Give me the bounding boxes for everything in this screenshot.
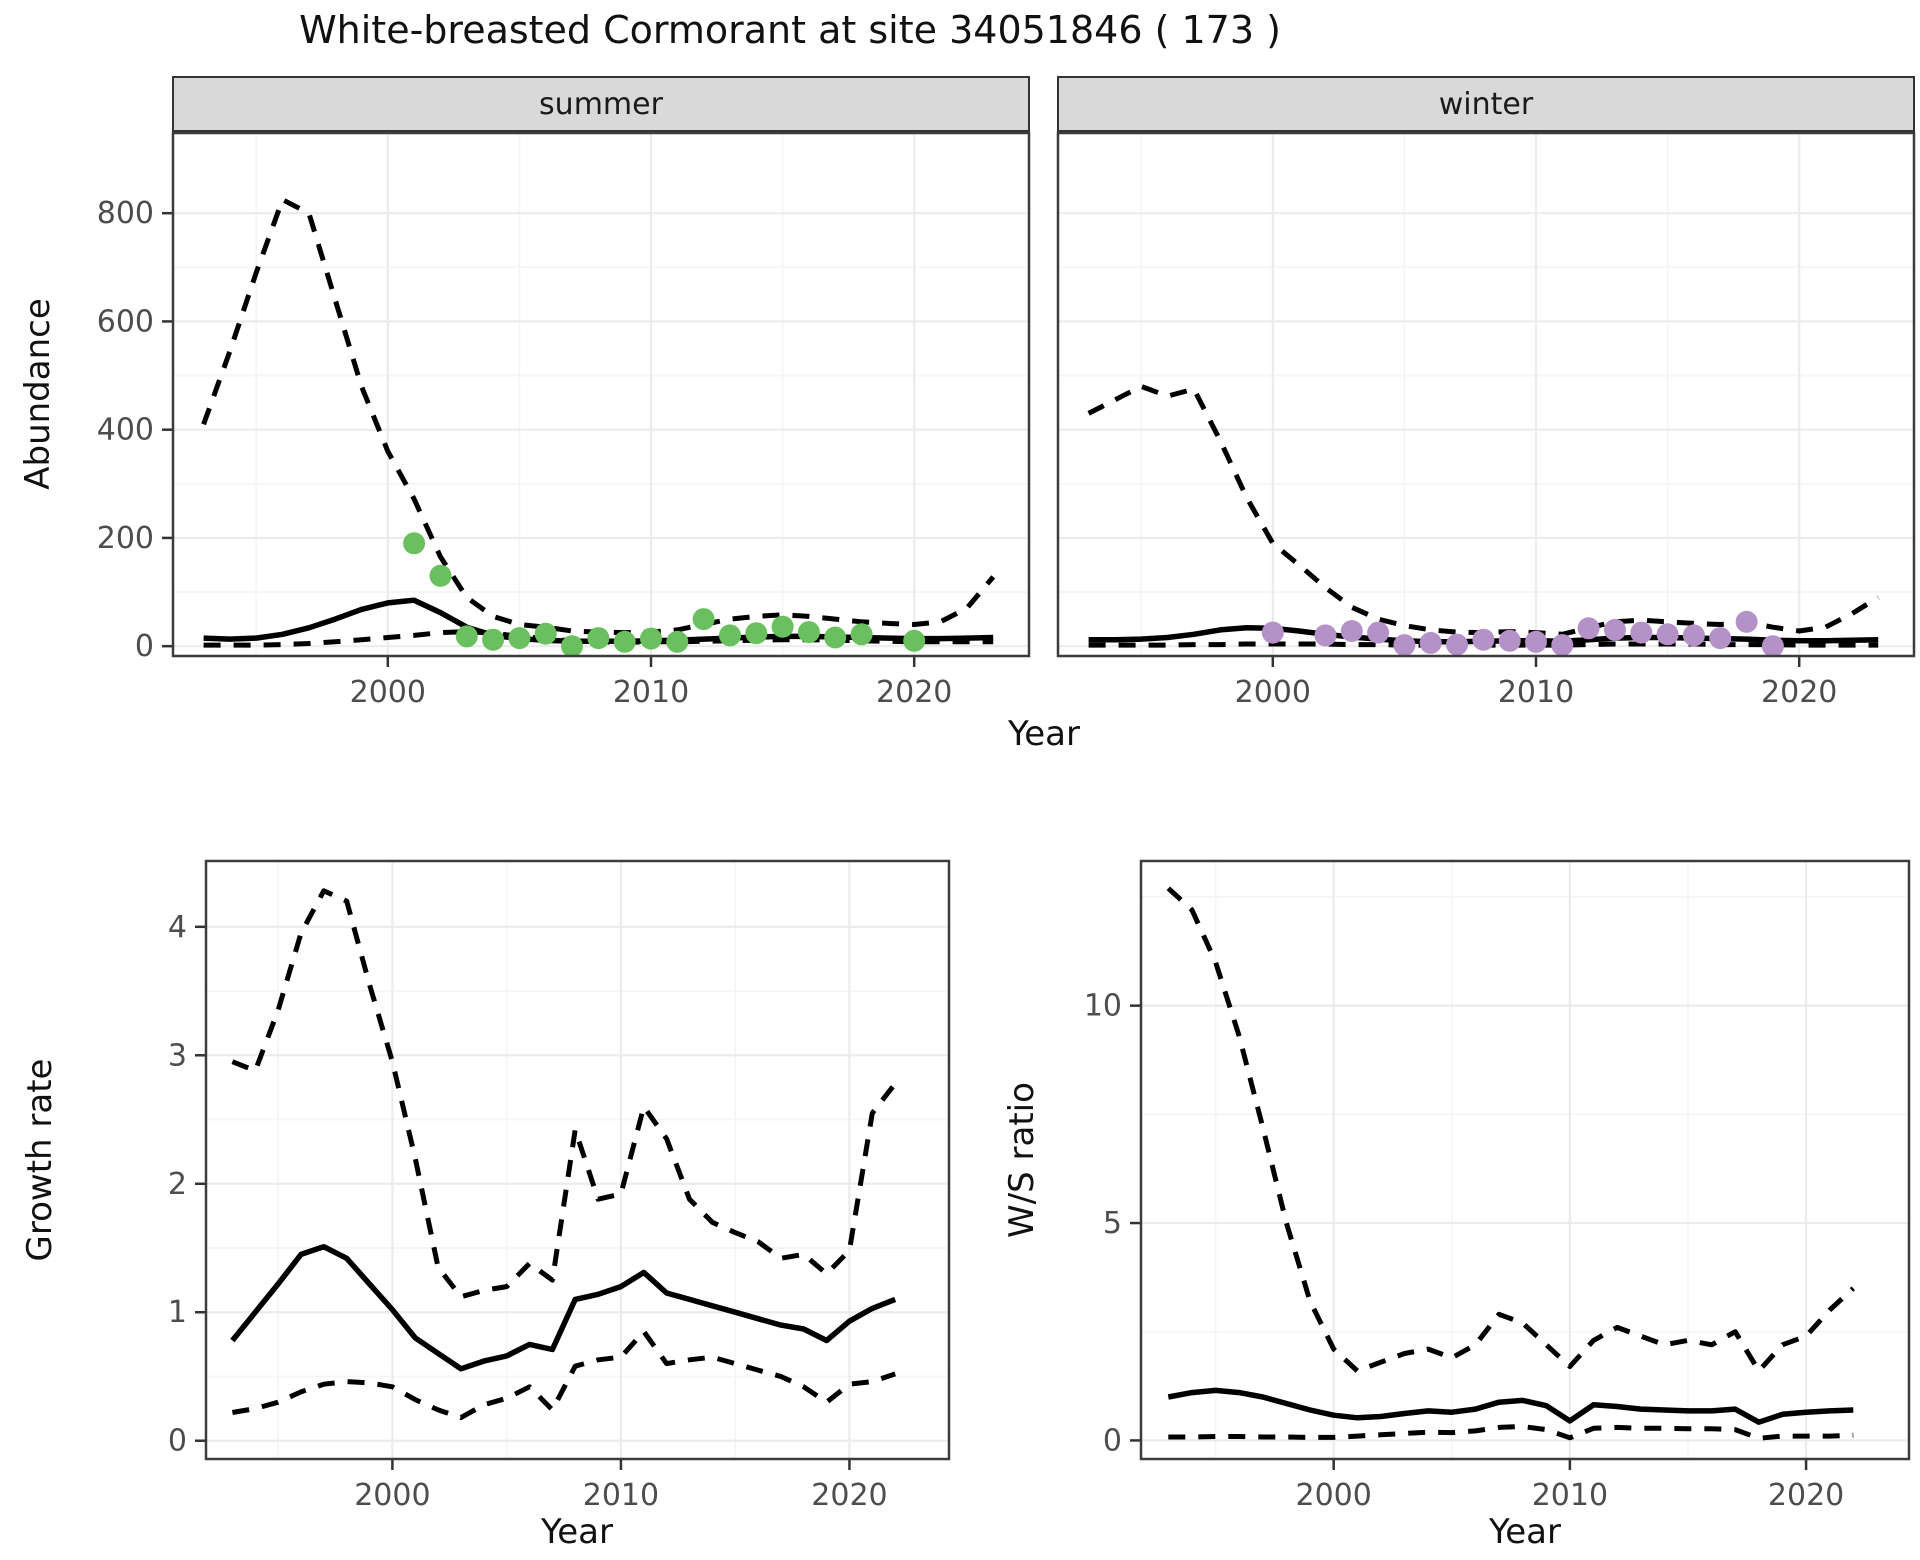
y-axis-tick-label: 0	[168, 1424, 187, 1459]
y-axis-title-abundance: Abundance	[18, 298, 58, 490]
observed_counts_winter-point	[1761, 635, 1784, 658]
observed_counts_winter-point	[1446, 633, 1468, 656]
facet-strip-winter: winter	[1057, 76, 1915, 132]
observed_counts_winter-point	[1551, 634, 1574, 657]
x-axis-tick-label: 2010	[583, 1478, 659, 1513]
observed_counts_winter-point	[1604, 618, 1626, 641]
y-axis-tick-label: 800	[97, 196, 154, 231]
x-axis-tick-label: 2010	[1532, 1478, 1608, 1513]
x-axis-title-year-ws: Year	[1489, 1512, 1561, 1552]
panel-background	[172, 132, 1030, 657]
observed_counts_summer-point	[640, 627, 662, 650]
observed_counts_winter-point	[1340, 620, 1363, 642]
observed_counts_winter-point	[1472, 628, 1495, 651]
x-axis-tick-label: 2020	[1761, 675, 1837, 710]
observed_counts_summer-point	[666, 630, 689, 653]
observed_counts_summer-point	[692, 608, 715, 631]
ws-ratio-panel: 2000 2010 2020 0 5 10	[1084, 859, 1911, 1513]
panel-border	[171, 131, 1031, 658]
y-axis-tick-label: 600	[97, 304, 154, 339]
growth_rate-lower_ci-line	[231, 1329, 896, 1421]
observed_counts_winter-point	[1498, 629, 1521, 652]
observed_counts_winter-point	[1367, 621, 1390, 644]
x-axis-tick-label: 2000	[350, 675, 426, 710]
observed_counts_winter-point	[1630, 621, 1653, 644]
observed_counts_summer-point	[561, 635, 583, 658]
panel-border	[1056, 131, 1916, 658]
x-axis-tick-label: 2020	[811, 1478, 887, 1513]
y-axis-title-ws-ratio: W/S ratio	[1002, 1082, 1042, 1238]
y-axis-tick-label: 1	[168, 1295, 187, 1330]
observed_counts_winter-point	[1682, 624, 1705, 647]
x-axis-tick-label: 2010	[1498, 675, 1574, 710]
x-axis-tick-label: 2020	[1768, 1478, 1844, 1513]
x-axis-tick-label: 2000	[1296, 1478, 1372, 1513]
x-axis-tick-label: 2010	[613, 675, 689, 710]
observed_counts_summer-point	[719, 624, 741, 647]
y-axis-tick-label: 4	[168, 910, 187, 945]
y-axis-tick-label: 200	[97, 521, 154, 556]
observed_counts_summer-point	[429, 564, 452, 587]
panel-border	[1139, 859, 1911, 1461]
observed_counts_summer-point	[508, 627, 531, 650]
ws_ratio-lower_ci-line	[1168, 1424, 1854, 1441]
y-axis-tick-label: 2	[168, 1167, 187, 1202]
observed_counts_winter-point	[1393, 634, 1416, 657]
y-axis-tick-label: 5	[1103, 1206, 1122, 1241]
ws_ratio-median-line	[1167, 1387, 1854, 1425]
observed_counts_winter-point	[1261, 621, 1284, 644]
y-axis-tick-label: 0	[135, 629, 154, 664]
panel-border	[204, 859, 951, 1461]
observed_counts_summer-point	[534, 622, 557, 645]
panel-background	[205, 860, 950, 1460]
y-axis-tick-label: 3	[168, 1038, 187, 1073]
y-axis-tick-label: 0	[1103, 1423, 1122, 1458]
observed_counts_winter-point	[1419, 631, 1442, 654]
x-axis-tick-label: 2000	[354, 1478, 430, 1513]
summer-abundance-panel: 2000 2010 2020 0 200 400 600 800	[97, 131, 1031, 710]
observed_counts_summer-point	[771, 615, 794, 638]
observed_counts_winter-point	[1709, 627, 1732, 650]
y-axis-tick-label: 10	[1084, 989, 1122, 1024]
panel-background	[1057, 132, 1915, 657]
x-axis-title-year-growth: Year	[541, 1512, 613, 1552]
x-axis-title-year-top: Year	[1008, 714, 1080, 754]
facet-strip-summer: summer	[172, 76, 1030, 132]
observed_counts_winter-point	[1314, 624, 1337, 647]
observed_counts_winter-point	[1656, 623, 1679, 646]
observed_counts_summer-point	[797, 621, 820, 644]
observed_counts_summer-point	[482, 628, 505, 651]
observed_counts_summer-point	[745, 622, 768, 645]
observed_counts_summer-point	[403, 532, 426, 555]
observed_counts_winter-point	[1525, 630, 1547, 653]
observed_counts_winter-point	[1735, 610, 1758, 633]
panel-background	[1140, 860, 1910, 1460]
observed_counts_summer-point	[850, 623, 873, 646]
facet-strip-winter-label: winter	[1438, 86, 1534, 122]
plot-title: White-breasted Cormorant at site 3405184…	[299, 8, 1281, 52]
x-axis-tick-label: 2000	[1235, 675, 1311, 710]
observed_counts_summer-point	[903, 629, 926, 652]
ws_ratio-upper_ci-line	[1166, 886, 1855, 1374]
observed_counts_summer-point	[613, 630, 636, 653]
observed_counts_summer-point	[824, 626, 847, 649]
observed_counts_summer-point	[455, 625, 478, 648]
y-axis-title-growth-rate: Growth rate	[20, 1058, 60, 1262]
observed_counts_winter-point	[1577, 617, 1600, 640]
y-axis-tick-label: 400	[97, 413, 154, 448]
winter-abundance-panel: 2000 2010 2020	[1056, 131, 1916, 710]
growth-rate-panel: 2000 2010 2020 0 1 2 3 4	[168, 859, 951, 1513]
growth_rate-median-line	[230, 1243, 897, 1372]
observed_counts_summer-point	[587, 627, 610, 650]
growth_rate-upper_ci-line	[231, 888, 898, 1300]
x-axis-tick-label: 2020	[876, 675, 952, 710]
facet-strip-summer-label: summer	[539, 86, 663, 122]
